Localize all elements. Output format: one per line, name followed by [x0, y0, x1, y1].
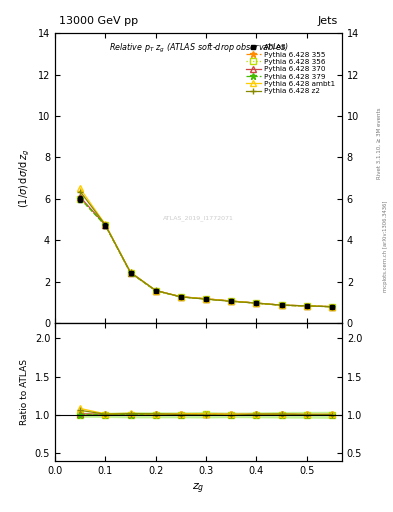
Text: Jets: Jets [318, 15, 338, 26]
Text: mcplots.cern.ch [arXiv:1306.3436]: mcplots.cern.ch [arXiv:1306.3436] [384, 200, 388, 291]
Text: Rivet 3.1.10, ≥ 3M events: Rivet 3.1.10, ≥ 3M events [377, 108, 382, 179]
Y-axis label: $(1/\sigma)\,\mathrm{d}\sigma/\mathrm{d}\,z_g$: $(1/\sigma)\,\mathrm{d}\sigma/\mathrm{d}… [18, 148, 32, 208]
X-axis label: $z_g$: $z_g$ [192, 481, 205, 496]
Text: Relative $p_T$ $z_g$ (ATLAS soft-drop observables): Relative $p_T$ $z_g$ (ATLAS soft-drop ob… [109, 42, 288, 55]
Text: 13000 GeV pp: 13000 GeV pp [59, 15, 138, 26]
Legend: ATLAS, Pythia 6.428 355, Pythia 6.428 356, Pythia 6.428 370, Pythia 6.428 379, P: ATLAS, Pythia 6.428 355, Pythia 6.428 35… [244, 42, 337, 96]
Text: ATLAS_2019_I1772071: ATLAS_2019_I1772071 [163, 216, 234, 222]
Y-axis label: Ratio to ATLAS: Ratio to ATLAS [20, 359, 29, 425]
